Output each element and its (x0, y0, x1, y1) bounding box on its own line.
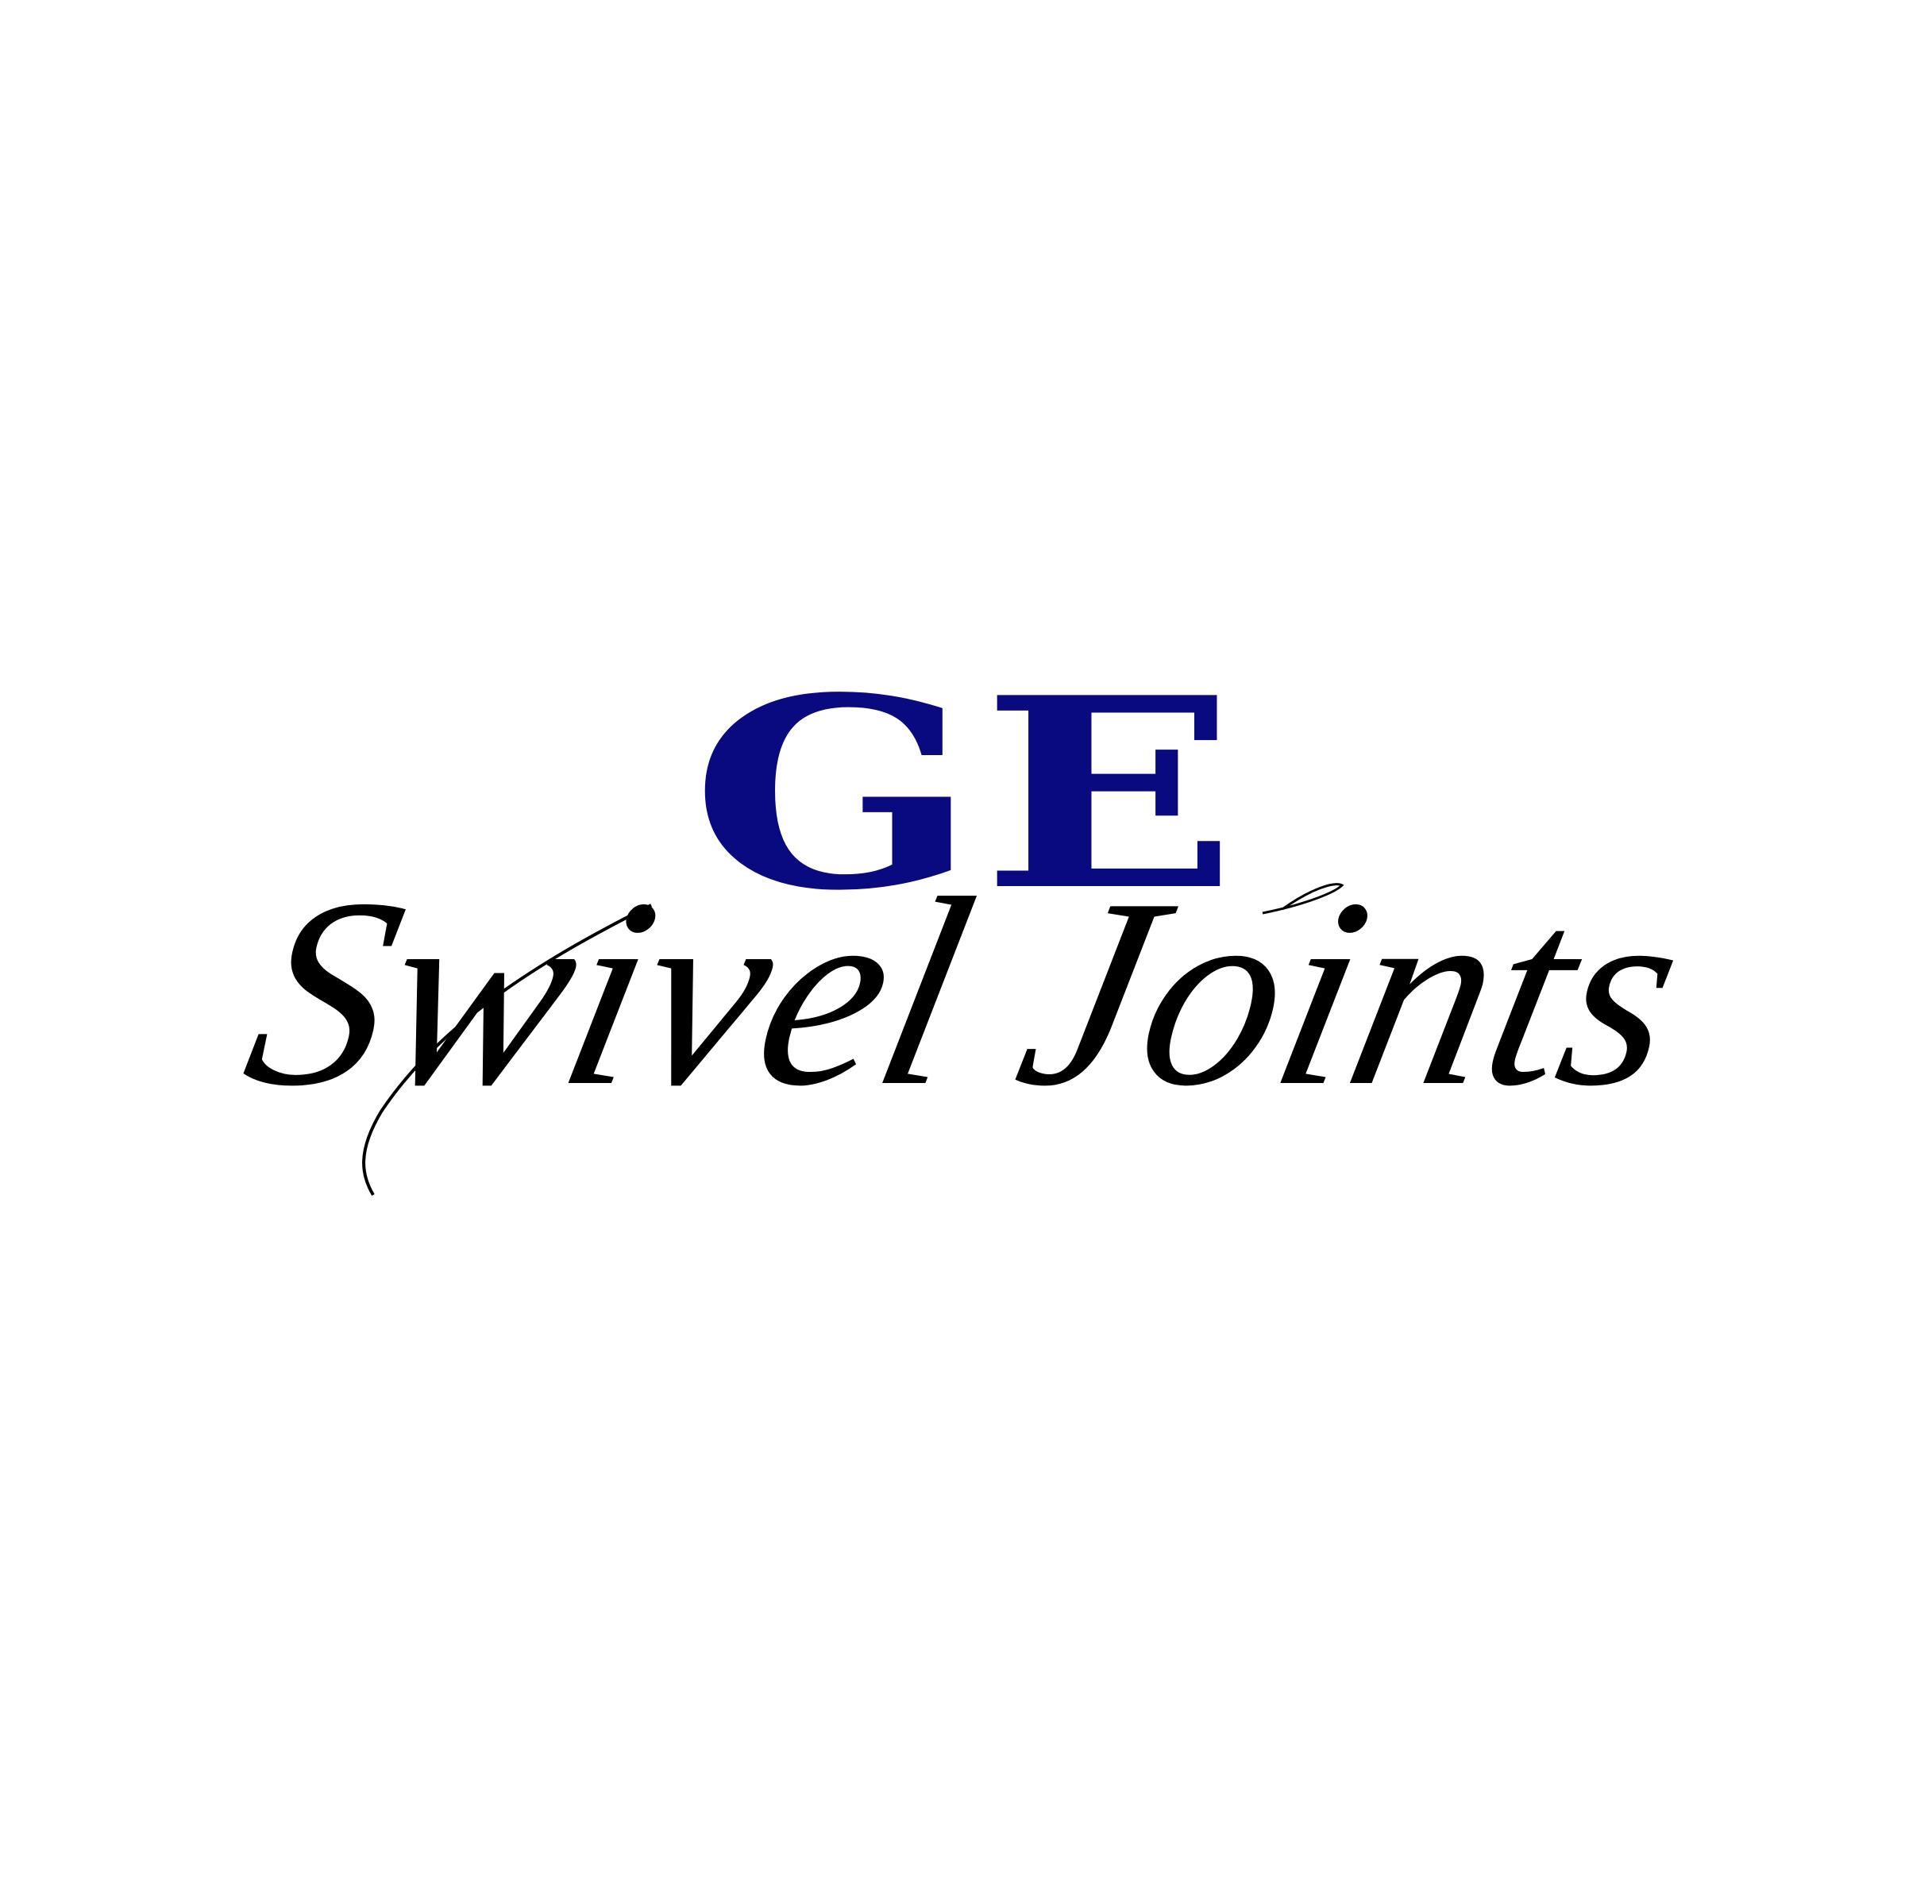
logo-initials: GE (691, 640, 1241, 948)
logo-wordmark: Swivel Joints (226, 842, 1707, 1142)
